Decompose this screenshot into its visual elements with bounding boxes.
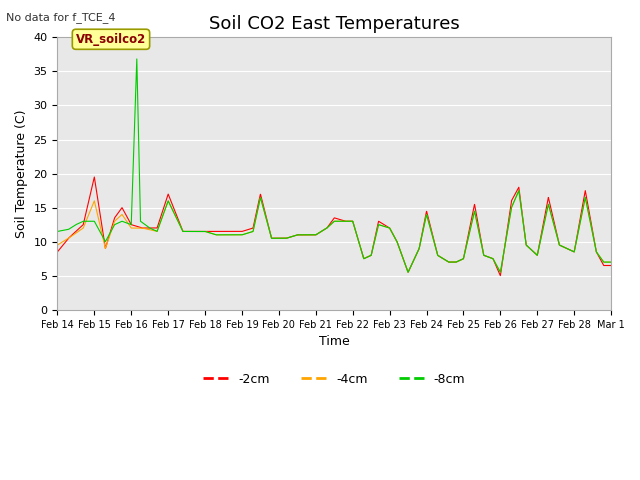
X-axis label: Time: Time (319, 335, 349, 348)
-2cm (497, 273, 504, 278)
-4cm (607, 259, 615, 265)
-2cm (90, 174, 98, 180)
-4cm (150, 228, 157, 233)
Line: -8cm: -8cm (58, 59, 611, 272)
-8cm (290, 233, 298, 239)
-8cm (116, 219, 124, 225)
Line: -2cm: -2cm (58, 177, 611, 276)
-4cm (266, 229, 273, 235)
-4cm (537, 236, 545, 241)
-8cm (54, 228, 61, 234)
-8cm (150, 227, 157, 233)
-2cm (290, 233, 298, 239)
Line: -4cm: -4cm (58, 191, 611, 272)
Legend: -2cm, -4cm, -8cm: -2cm, -4cm, -8cm (198, 368, 470, 391)
-2cm (537, 233, 545, 239)
-8cm (537, 236, 545, 241)
-4cm (596, 255, 604, 261)
Text: No data for f_TCE_4: No data for f_TCE_4 (6, 12, 116, 23)
-2cm (596, 257, 604, 263)
-2cm (117, 206, 125, 212)
-2cm (266, 229, 274, 235)
-8cm (133, 56, 141, 62)
-2cm (607, 263, 615, 268)
-8cm (596, 255, 604, 261)
Text: VR_soilco2: VR_soilco2 (76, 33, 146, 46)
-4cm (290, 233, 298, 239)
-8cm (266, 229, 274, 235)
-2cm (150, 225, 157, 231)
-4cm (54, 242, 61, 248)
-4cm (497, 269, 504, 275)
-8cm (607, 259, 615, 265)
-4cm (515, 188, 523, 193)
Y-axis label: Soil Temperature (C): Soil Temperature (C) (15, 109, 28, 238)
-4cm (116, 213, 124, 219)
Title: Soil CO2 East Temperatures: Soil CO2 East Temperatures (209, 15, 460, 33)
-8cm (497, 269, 504, 275)
-2cm (54, 249, 61, 255)
